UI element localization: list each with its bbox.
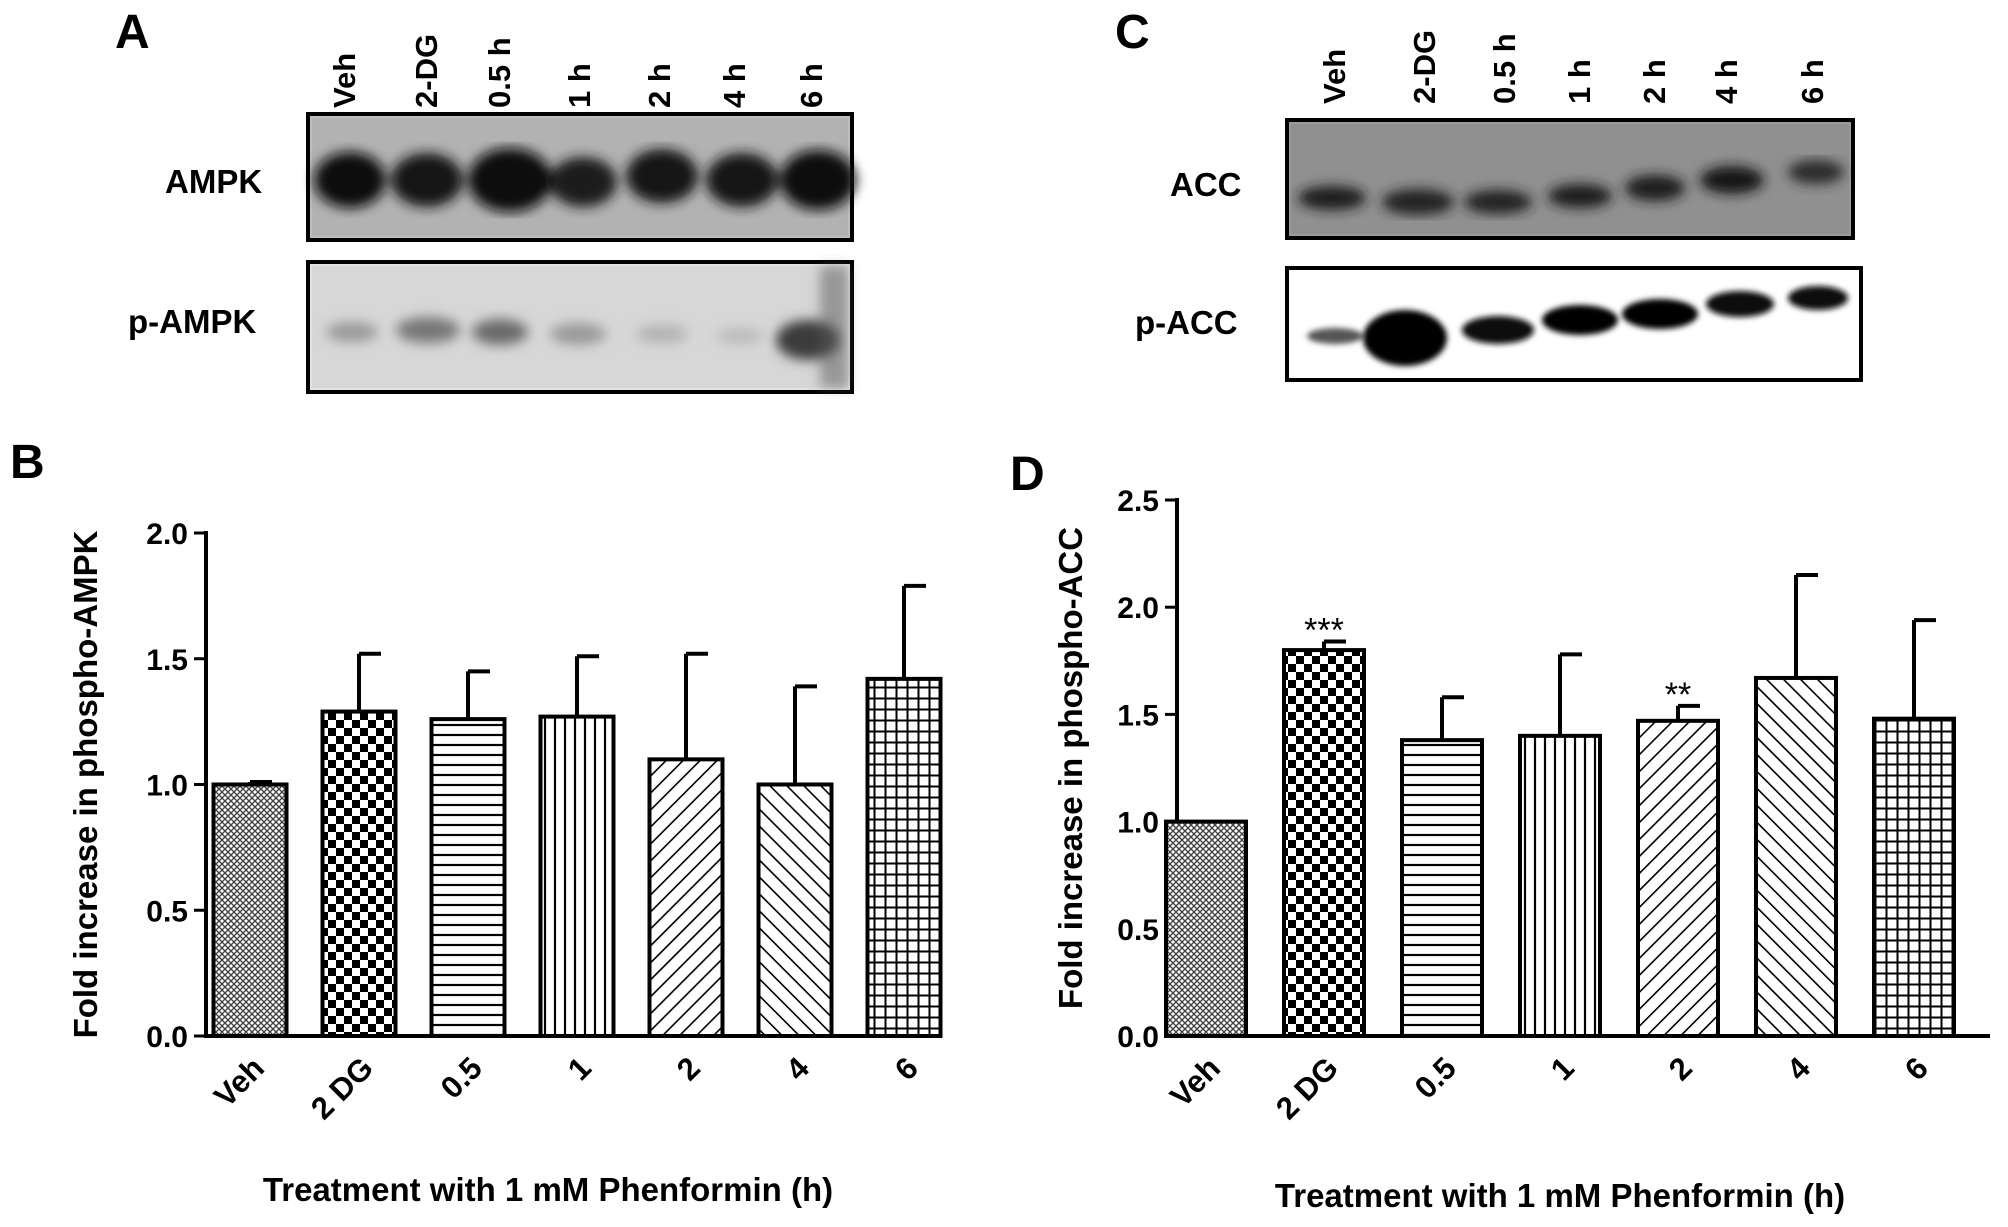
blot-p-ampk: [306, 260, 854, 394]
x-tick-label: 2: [670, 1050, 707, 1087]
lane-label: 2 h: [1637, 59, 1672, 104]
x-axis-label: Treatment with 1 mM Phenformin (h): [1275, 1177, 1845, 1214]
bar: [429, 717, 507, 1038]
y-tick-label: 2.0: [1117, 592, 1159, 625]
y-tick-label: 0.5: [1117, 914, 1159, 947]
x-tick-label: 1: [561, 1050, 598, 1087]
bar: [647, 757, 725, 1038]
panel-label-d: D: [1010, 448, 1045, 501]
blot-ampk: [306, 112, 856, 242]
y-tick-label: 1.0: [1117, 807, 1159, 840]
lane-label: Veh: [1317, 49, 1352, 104]
bar: [320, 709, 398, 1038]
blot-row-label: AMPK: [165, 163, 262, 200]
lane-label: 0.5 h: [482, 37, 517, 108]
panel-label-c: C: [1115, 6, 1150, 59]
x-tick-label: 1: [1544, 1050, 1581, 1087]
y-tick-label: 0.5: [146, 895, 188, 928]
blot-acc: [1285, 118, 1855, 240]
bar: [1164, 819, 1248, 1038]
blot-p-acc: [1285, 266, 1863, 382]
x-tick-label: 2 DG: [304, 1050, 380, 1126]
bar: [1636, 718, 1720, 1038]
chart-d: D 0.0 0.5 1.0 1.5 2.0 2.5 Fold increase in pho…: [1010, 448, 1990, 1214]
bar: [1754, 675, 1838, 1039]
y-tick-label: 1.0: [146, 770, 188, 803]
blot-row-label: p-AMPK: [128, 303, 256, 340]
x-tick-label: 2: [1662, 1050, 1699, 1087]
lane-label: 2-DG: [1407, 30, 1442, 104]
lane-label: 1 h: [1562, 59, 1597, 104]
lane-labels-a: Veh 2-DG 0.5 h 1 h 2 h 4 h 6 h: [327, 34, 829, 108]
x-tick-label: 0.5: [434, 1050, 489, 1105]
significance-marker: **: [1665, 676, 1691, 714]
y-tick-label: 1.5: [146, 644, 188, 677]
lane-label: 1 h: [562, 63, 597, 108]
lane-label: Veh: [327, 53, 362, 108]
panel-label-a: A: [115, 6, 150, 59]
bar: [865, 676, 943, 1038]
y-tick-label: 0.0: [146, 1021, 188, 1054]
x-tick-label: 2 DG: [1269, 1050, 1345, 1126]
significance-marker: ***: [1304, 612, 1344, 650]
bar: [1400, 738, 1484, 1038]
lane-label: 4 h: [717, 63, 752, 108]
bar: [756, 782, 834, 1038]
x-tick-label: 6: [1898, 1050, 1935, 1087]
bar: [1872, 716, 1956, 1038]
panel-a: A Veh 2-DG 0.5 h 1 h 2 h 4 h 6 h AMPK p-…: [115, 6, 856, 394]
lane-labels-c: Veh 2-DG 0.5 h 1 h 2 h 4 h 6 h: [1317, 30, 1830, 104]
lane-label: 4 h: [1709, 59, 1744, 104]
lane-label: 0.5 h: [1487, 33, 1522, 104]
bar: [1282, 648, 1366, 1039]
blot-row-label: p-ACC: [1135, 304, 1238, 341]
y-axis-label: Fold increase in phospho-AMPK: [67, 530, 104, 1038]
bar: [538, 714, 616, 1038]
panel-c: C Veh 2-DG 0.5 h 1 h 2 h 4 h 6 h ACC p-A…: [1115, 6, 1863, 382]
bar: [211, 782, 289, 1038]
panel-label-b: B: [10, 436, 45, 489]
y-tick-label: 2.5: [1117, 485, 1159, 518]
x-tick-label: 0.5: [1408, 1050, 1463, 1105]
y-tick-label: 1.5: [1117, 699, 1159, 732]
blot-row-label: ACC: [1170, 166, 1242, 203]
lane-label: 6 h: [794, 63, 829, 108]
x-tick-label: 4: [1780, 1050, 1817, 1087]
x-tick-label: 4: [779, 1050, 816, 1087]
lane-label: 6 h: [1795, 59, 1830, 104]
x-tick-label: Veh: [207, 1050, 271, 1114]
bar: [1518, 733, 1602, 1039]
x-axis-label: Treatment with 1 mM Phenformin (h): [263, 1171, 833, 1208]
lane-label: 2 h: [642, 63, 677, 108]
chart-b: B 0.0 0.5 1.0 1.5 2.0 Fold increase in phosph…: [10, 436, 943, 1208]
lane-label: 2-DG: [409, 34, 444, 108]
x-tick-label: 6: [888, 1050, 925, 1087]
y-tick-label: 2.0: [146, 518, 188, 551]
y-tick-label: 0.0: [1117, 1021, 1159, 1054]
y-axis-label: Fold increase in phospho-ACC: [1052, 527, 1089, 1009]
x-tick-label: Veh: [1163, 1050, 1227, 1114]
